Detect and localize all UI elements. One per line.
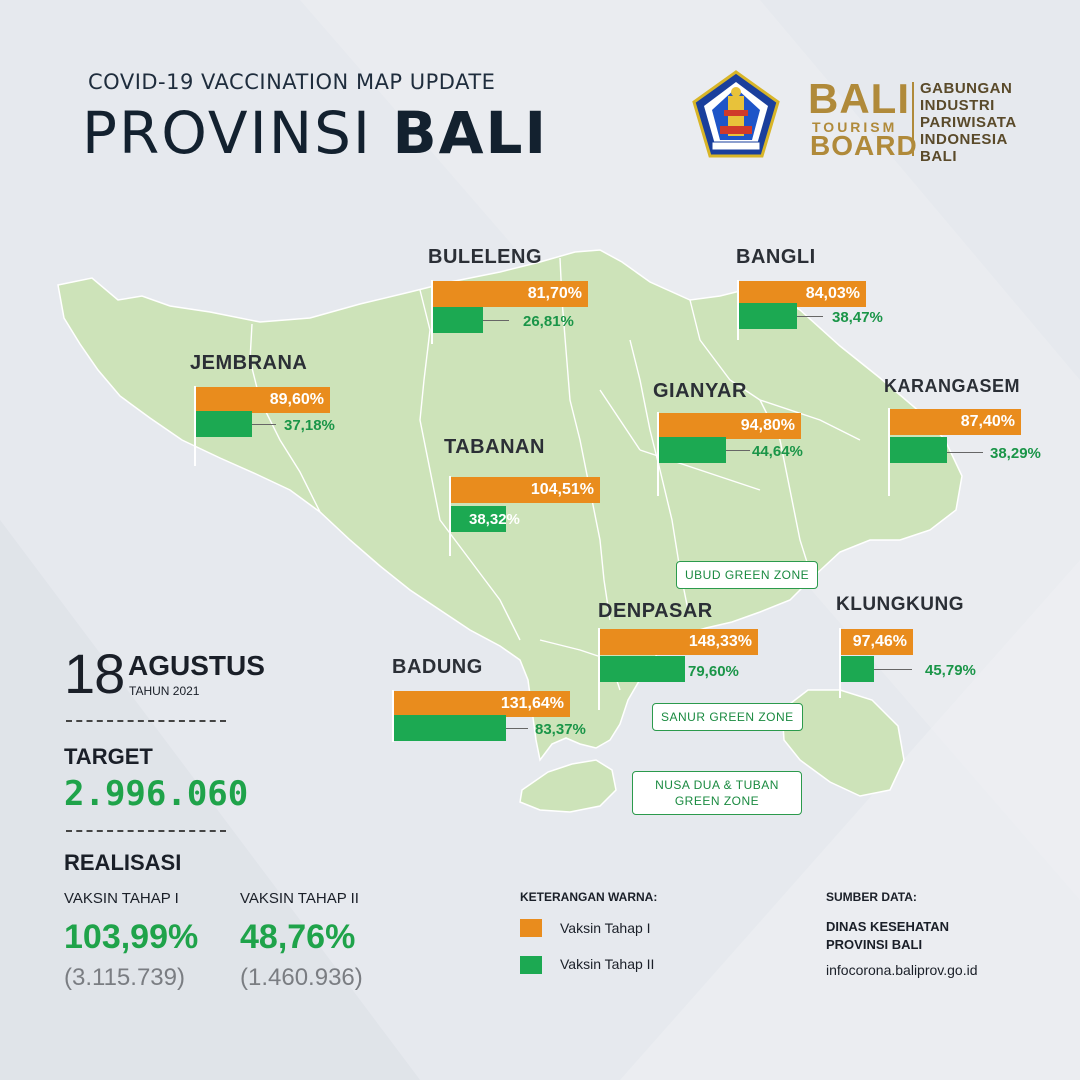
connector-line xyxy=(252,424,276,425)
btb-right-text: GABUNGAN INDUSTRI PARIWISATA INDONESIA B… xyxy=(920,80,1017,165)
title-bold: BALI xyxy=(392,99,549,167)
bar-tahap1-jembrana: 89,60% xyxy=(196,387,330,413)
region-pole xyxy=(449,476,451,556)
connector-line xyxy=(506,728,528,729)
bar-tahap1-karangasem: 87,40% xyxy=(890,409,1021,435)
target-value: 2.996.060 xyxy=(64,774,249,814)
connector-line xyxy=(797,316,823,317)
tahap1-count: (3.115.739) xyxy=(64,964,185,991)
source-organization: DINAS KESEHATAN PROVINSI BALI xyxy=(826,918,1026,954)
region-name-denpasar: DENPASAR xyxy=(598,600,713,622)
value-tahap2-jembrana: 37,18% xyxy=(284,417,335,434)
value-tahap2-denpasar: 79,60% xyxy=(688,663,739,680)
btb-bali-text: BALI xyxy=(808,75,910,122)
legend-label-tahap2: Vaksin Tahap II xyxy=(560,956,655,972)
region-pole xyxy=(888,408,890,496)
bar-tahap2-karangasem xyxy=(890,437,947,463)
bar-tahap2-denpasar xyxy=(600,656,685,682)
btb-line-3: PARIWISATA xyxy=(920,114,1017,131)
bar-tahap1-klungkung: 97,46% xyxy=(841,629,913,655)
legend-title: KETERANGAN WARNA: xyxy=(520,890,658,904)
region-name-bangli: BANGLI xyxy=(736,246,816,268)
value-tahap2-badung: 83,37% xyxy=(535,721,586,738)
bali-tourism-board-logo: BALI TOURISM BOARD GABUNGAN INDUSTRI PAR… xyxy=(808,75,1038,166)
title-light: PROVINSI xyxy=(82,99,372,167)
bar-tahap1-buleleng: 81,70% xyxy=(433,281,588,307)
bali-province-crest-icon xyxy=(692,70,780,158)
value-tahap2-klungkung: 45,79% xyxy=(925,662,976,679)
date-month: AGUSTUS xyxy=(128,650,265,681)
region-pole xyxy=(392,690,394,742)
divider-dashed xyxy=(66,720,226,722)
legend-swatch-tahap2 xyxy=(520,956,542,974)
value-tahap2-buleleng: 26,81% xyxy=(523,313,574,330)
value-tahap2-karangasem: 38,29% xyxy=(990,445,1041,462)
btb-line-5: BALI xyxy=(920,148,957,165)
region-pole xyxy=(657,412,659,496)
date-day: 18 xyxy=(64,642,125,705)
region-pole xyxy=(194,386,196,466)
region-pole xyxy=(737,280,739,340)
bar-tahap1-bangli: 84,03% xyxy=(739,281,866,307)
bar-tahap1-badung: 131,64% xyxy=(394,691,570,717)
connector-line xyxy=(483,320,509,321)
target-label: TARGET xyxy=(64,744,153,769)
bali-island xyxy=(57,249,963,762)
legend-label-tahap1: Vaksin Tahap I xyxy=(560,920,651,936)
source-title: SUMBER DATA: xyxy=(826,890,917,904)
page-title: PROVINSI BALI xyxy=(82,104,548,162)
bar-tahap2-badung xyxy=(394,715,506,741)
zone-label-sanur: SANUR GREEN ZONE xyxy=(652,703,803,731)
realisasi-label: REALISASI xyxy=(64,850,182,875)
region-pole xyxy=(431,280,433,344)
page-subtitle: COVID-19 VACCINATION MAP UPDATE xyxy=(88,70,496,94)
value-tahap2-tabanan: 38,32% xyxy=(469,511,520,528)
zone-label-nusadua: NUSA DUA & TUBAN GREEN ZONE xyxy=(632,771,802,815)
region-name-gianyar: GIANYAR xyxy=(653,380,747,402)
region-name-karangasem: KARANGASEM xyxy=(884,376,1021,396)
bar-tahap1-denpasar: 148,33% xyxy=(600,629,758,655)
btb-board-text: BOARD xyxy=(810,130,918,161)
region-pole xyxy=(839,628,841,698)
value-tahap2-bangli: 38,47% xyxy=(832,309,883,326)
tahap2-label: VAKSIN TAHAP II xyxy=(240,890,359,907)
source-org-line2: PROVINSI BALI xyxy=(826,937,923,952)
zone-label-ubud: UBUD GREEN ZONE xyxy=(676,561,819,589)
connector-line xyxy=(726,450,750,451)
bar-tahap2-tabanan xyxy=(451,506,506,532)
bar-tahap1-tabanan: 104,51% xyxy=(451,477,600,503)
bar-tahap2-gianyar xyxy=(659,437,726,463)
region-name-klungkung: KLUNGKUNG xyxy=(836,594,964,615)
region-name-badung: BADUNG xyxy=(392,656,483,678)
region-pole xyxy=(598,628,600,710)
source-org-line1: DINAS KESEHATAN xyxy=(826,919,950,934)
value-tahap2-gianyar: 44,64% xyxy=(752,443,803,460)
bar-tahap2-jembrana xyxy=(196,411,252,437)
region-name-tabanan: TABANAN xyxy=(444,436,545,458)
divider-dashed xyxy=(66,830,226,832)
bar-tahap2-klungkung xyxy=(841,656,874,682)
btb-tourism-text: TOURISM xyxy=(812,119,898,135)
region-name-buleleng: BULELENG xyxy=(428,246,542,268)
connector-line xyxy=(947,452,983,453)
btb-line-4: INDONESIA xyxy=(920,131,1008,148)
zone-nusadua-line1: NUSA DUA & TUBAN xyxy=(655,778,779,792)
tahap1-percent: 103,99% xyxy=(64,918,199,956)
tahap1-label: VAKSIN TAHAP I xyxy=(64,890,179,907)
bar-tahap1-gianyar: 94,80% xyxy=(659,413,801,439)
tahap2-percent: 48,76% xyxy=(240,918,356,956)
btb-divider xyxy=(912,82,914,156)
btb-line-2: INDUSTRI xyxy=(920,97,995,114)
zone-nusadua-line2: GREEN ZONE xyxy=(674,794,760,808)
date-year: TAHUN 2021 xyxy=(129,684,200,698)
bar-tahap2-buleleng xyxy=(433,307,483,333)
region-name-jembrana: JEMBRANA xyxy=(190,352,308,374)
legend-swatch-tahap1 xyxy=(520,919,542,937)
tahap2-count: (1.460.936) xyxy=(240,964,363,991)
source-url[interactable]: infocorona.baliprov.go.id xyxy=(826,962,978,978)
btb-line-1: GABUNGAN xyxy=(920,80,1013,97)
bar-tahap2-bangli xyxy=(739,303,797,329)
connector-line xyxy=(874,669,912,670)
